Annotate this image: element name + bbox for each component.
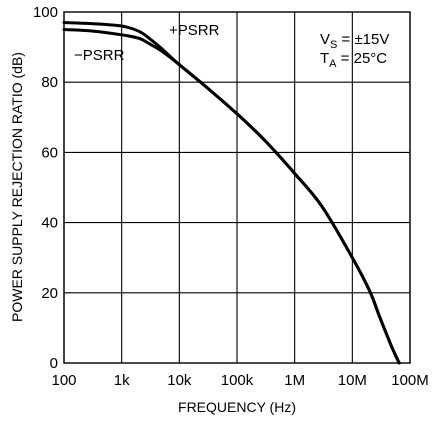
plus-psrr-label: +PSRR bbox=[169, 22, 220, 39]
x-tick-label: 1M bbox=[284, 372, 305, 389]
y-tick-label: 0 bbox=[50, 355, 58, 372]
supply-voltage-annotation: VS = ±15V bbox=[320, 31, 389, 51]
y-tick-label: 100 bbox=[33, 4, 58, 21]
temperature-annotation: TA = 25°C bbox=[320, 50, 387, 70]
tick-labels: 100 1k 10k 100k 1M 10M 100M 0 20 40 60 80 100 bbox=[33, 4, 429, 389]
x-tick-label: 1k bbox=[114, 372, 130, 389]
y-tick-label: 60 bbox=[41, 144, 58, 161]
x-tick-label: 100 bbox=[51, 372, 76, 389]
plot-frame bbox=[63, 11, 411, 364]
y-tick-label: 40 bbox=[41, 215, 58, 232]
x-tick-label: 10k bbox=[167, 372, 192, 389]
y-tick-label: 80 bbox=[41, 74, 58, 91]
x-tick-label: 10M bbox=[338, 372, 367, 389]
plus-psrr-curve bbox=[62, 21, 401, 365]
vs-sub: S bbox=[330, 39, 337, 51]
ta-sub: A bbox=[329, 58, 337, 70]
minus-psrr-label: −PSRR bbox=[74, 47, 125, 64]
vs-value: = ±15V bbox=[337, 31, 389, 48]
ta-value: = 25°C bbox=[337, 50, 388, 67]
ta-main: T bbox=[320, 50, 329, 67]
minus-psrr-curve bbox=[62, 28, 401, 365]
curves bbox=[62, 21, 401, 365]
y-axis-label: POWER SUPPLY REJECTION RATIO (dB) bbox=[9, 52, 25, 322]
y-tick-label: 20 bbox=[41, 285, 58, 302]
vs-main: V bbox=[320, 31, 330, 48]
x-tick-label: 100M bbox=[391, 372, 429, 389]
x-axis-label: FREQUENCY (Hz) bbox=[178, 399, 296, 415]
x-tick-label: 100k bbox=[221, 372, 254, 389]
